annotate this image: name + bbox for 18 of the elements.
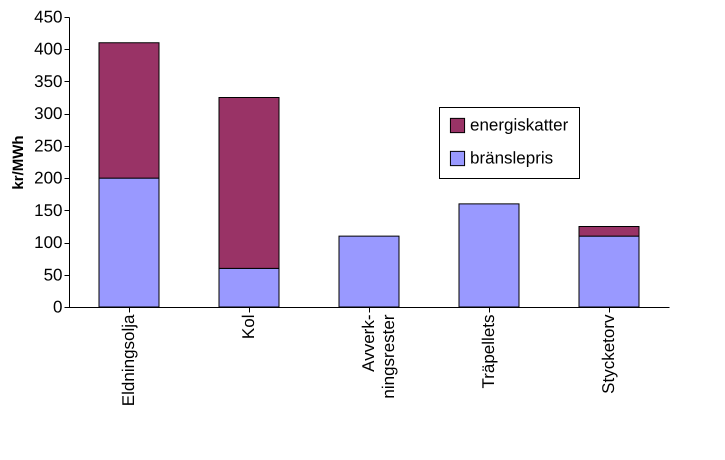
x-tick-label: Stycketorv [599, 314, 618, 394]
y-tick-label: 400 [34, 40, 62, 59]
y-axis-title: kr/MWh [10, 135, 28, 190]
y-tick-label: 100 [34, 233, 62, 252]
x-tick-label: Eldningsolja [119, 314, 138, 406]
y-tick-label: 350 [34, 72, 62, 91]
legend-label: bränslepris [470, 148, 554, 168]
y-tick-label: 0 [53, 298, 62, 316]
x-tick-label: Kol [239, 314, 258, 340]
x-tick-label: Träpellets [479, 314, 498, 389]
y-tick-label: 200 [34, 168, 62, 188]
y-tick-label: 250 [34, 136, 62, 156]
y-tick-label: 300 [34, 104, 62, 124]
x-tick-label: Avverk- ningsrester [359, 314, 398, 399]
y-tick-label: 450 [34, 8, 62, 26]
y-tick-label: 50 [44, 265, 62, 284]
legend-label: energiskatter [470, 116, 569, 134]
y-tick-label: 150 [34, 200, 62, 220]
